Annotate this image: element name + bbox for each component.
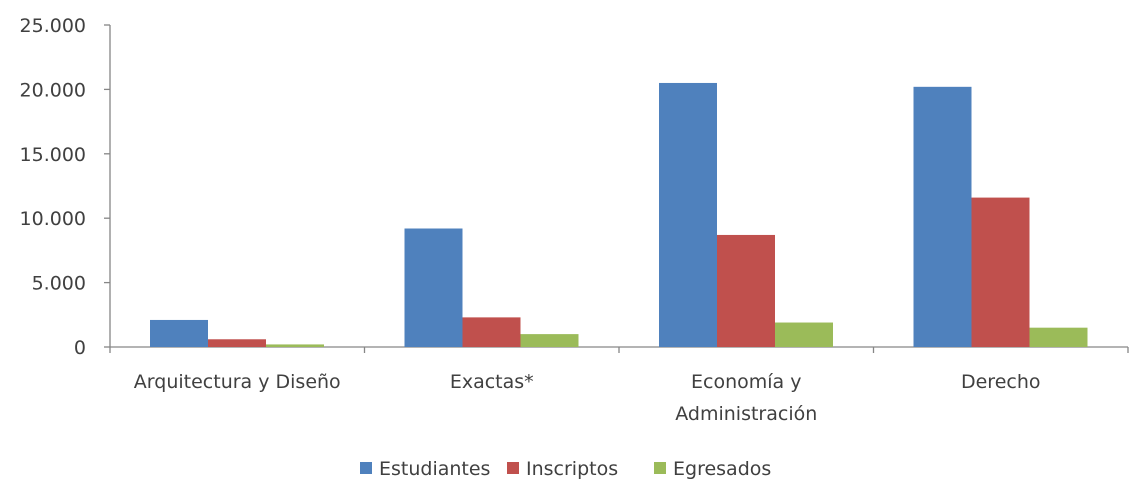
- x-axis: [109, 346, 1129, 353]
- y-tick-label: 20.000: [20, 79, 86, 101]
- x-category-label: Exactas*: [450, 371, 534, 393]
- x-category-label: Economía y: [691, 371, 801, 393]
- y-tick-label: 15.000: [20, 144, 86, 166]
- bar-estudiantes-1: [404, 228, 463, 347]
- category-labels: Arquitectura y Diseño Exactas* Economía y A…: [134, 371, 1041, 425]
- legend: Estudiantes Inscriptos Egresados: [360, 458, 771, 480]
- bar-egresados-0: [266, 344, 324, 347]
- legend-label-inscriptos: Inscriptos: [526, 458, 618, 480]
- bar-estudiantes-2: [659, 82, 717, 348]
- y-axis: 0 5.000 10.000 15.000 20.000 25.000: [20, 15, 111, 359]
- legend-label-egresados: Egresados: [673, 458, 771, 480]
- legend-swatch-inscriptos: [507, 462, 519, 474]
- x-category-label: Administración: [675, 403, 817, 425]
- bar-estudiantes-0: [150, 319, 208, 347]
- bar-egresados-1: [520, 334, 579, 347]
- x-category-label: Derecho: [961, 371, 1041, 393]
- bar-inscriptos-2: [717, 234, 775, 347]
- y-tick-label: 0: [74, 337, 86, 359]
- bar-egresados-3: [1029, 327, 1088, 347]
- x-category-label: Arquitectura y Diseño: [134, 371, 341, 393]
- bar-inscriptos-3: [971, 197, 1030, 347]
- legend-swatch-egresados: [654, 462, 666, 474]
- bar-inscriptos-1: [462, 317, 521, 347]
- bars: [150, 82, 1088, 348]
- legend-label-estudiantes: Estudiantes: [379, 458, 490, 480]
- y-tick-label: 25.000: [20, 15, 86, 37]
- bar-egresados-2: [775, 322, 833, 347]
- y-tick-label: 5.000: [32, 273, 86, 295]
- bar-estudiantes-3: [913, 86, 972, 347]
- legend-swatch-estudiantes: [360, 462, 372, 474]
- bar-inscriptos-0: [208, 339, 266, 347]
- y-tick-label: 10.000: [20, 208, 86, 230]
